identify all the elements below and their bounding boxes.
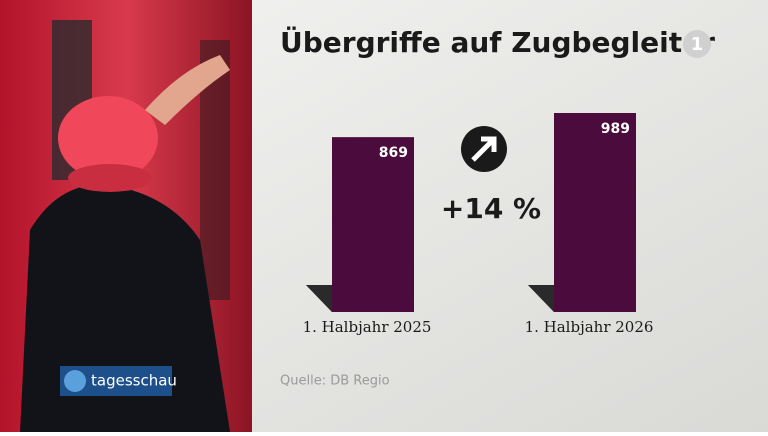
source: Quelle: DB Regio	[280, 374, 390, 389]
value-label: 869	[379, 145, 408, 161]
brand-globe	[64, 370, 86, 392]
bar	[554, 113, 636, 312]
channel-logo	[683, 30, 711, 58]
trend-arrow	[471, 136, 497, 162]
x-tick-label: 1. Halbjahr 2026	[525, 318, 654, 336]
annotation: +14 %	[441, 192, 541, 225]
value-label: 989	[601, 121, 630, 137]
bar	[332, 137, 414, 312]
bar-shadow-edge	[306, 285, 332, 312]
brand: tagesschau	[91, 372, 177, 390]
x-tick-label: 1. Halbjahr 2025	[303, 318, 432, 336]
chart-title: Übergriffe auf Zugbegleiter	[280, 25, 715, 59]
channel-logo-text: 1	[691, 34, 704, 55]
bar-shadow-edge	[528, 285, 554, 312]
